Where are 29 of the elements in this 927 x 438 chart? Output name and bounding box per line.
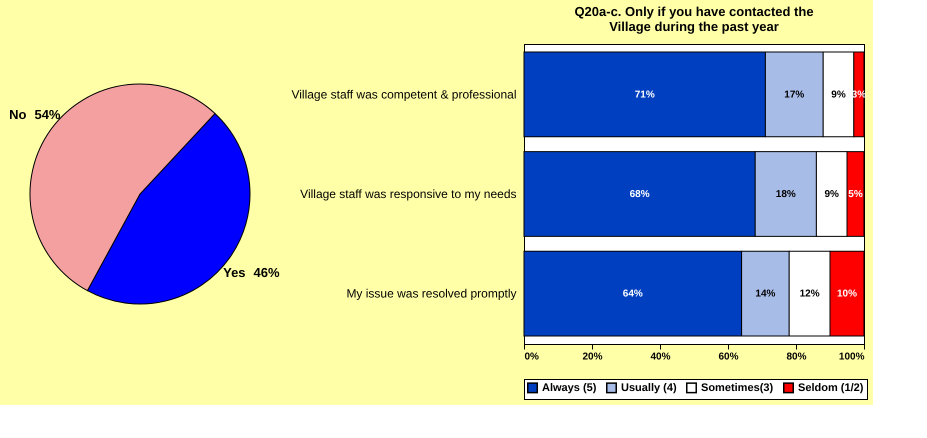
data-label: 54% [34,107,61,122]
x-tick-label: 40% [650,352,671,362]
x-tick-label: 20% [582,352,603,362]
x-tick-label: 0% [524,352,540,362]
data-label: 12% [800,288,820,300]
slice-label: Yes [223,264,246,280]
data-label: 18% [776,189,796,200]
y-tick-label: Village staff was competent & professional [291,87,516,102]
x-tick-label: 100% [838,352,865,362]
x-tick-label: 60% [718,352,739,362]
data-label: 71% [634,89,655,100]
y-tick-label: My issue was resolved promptly [346,286,516,301]
data-label: 10% [836,288,858,300]
data-label: 64% [622,288,643,300]
data-label: 14% [755,288,776,300]
y-tick-label: Village staff was responsive to my needs [300,187,516,201]
x-tick-label: 80% [786,352,807,362]
slice-label: No [9,107,27,122]
data-label: 68% [630,189,650,200]
data-label: 5% [848,189,863,200]
chart-title: Q20a-c. Only if you have contacted the Village during the past year [574,4,814,34]
data-label: 9% [824,189,840,200]
data-label: 9% [831,89,846,100]
data-label: 17% [784,89,804,100]
legend-label: Usually (4) [621,382,677,394]
data-label: 46% [254,264,280,280]
legend-label: Seldom (1/2) [798,382,864,394]
legend-label: Always (5) [542,382,597,394]
legend-label: Sometimes(3) [701,382,774,394]
